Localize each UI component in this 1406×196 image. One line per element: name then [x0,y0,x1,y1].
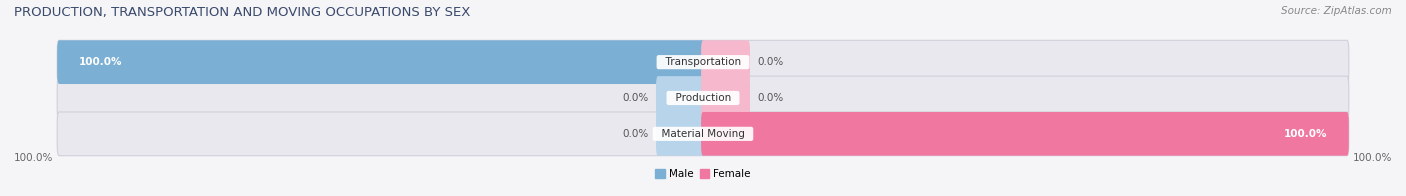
Text: 0.0%: 0.0% [758,57,785,67]
Text: Source: ZipAtlas.com: Source: ZipAtlas.com [1281,6,1392,16]
Text: Material Moving: Material Moving [655,129,751,139]
FancyBboxPatch shape [58,76,1348,120]
FancyBboxPatch shape [702,40,749,84]
Text: Transportation: Transportation [658,57,748,67]
Text: 0.0%: 0.0% [758,93,785,103]
Legend: Male, Female: Male, Female [651,165,755,183]
FancyBboxPatch shape [58,40,1348,84]
FancyBboxPatch shape [657,76,704,120]
Text: 100.0%: 100.0% [1353,153,1392,163]
Text: 0.0%: 0.0% [621,129,648,139]
FancyBboxPatch shape [702,112,1348,156]
Text: Production: Production [669,93,737,103]
Text: 100.0%: 100.0% [79,57,122,67]
Text: 100.0%: 100.0% [14,153,53,163]
Text: PRODUCTION, TRANSPORTATION AND MOVING OCCUPATIONS BY SEX: PRODUCTION, TRANSPORTATION AND MOVING OC… [14,6,471,19]
FancyBboxPatch shape [58,40,704,84]
FancyBboxPatch shape [657,112,704,156]
Text: 0.0%: 0.0% [621,93,648,103]
FancyBboxPatch shape [702,76,749,120]
FancyBboxPatch shape [58,112,1348,156]
Text: 100.0%: 100.0% [1284,129,1327,139]
